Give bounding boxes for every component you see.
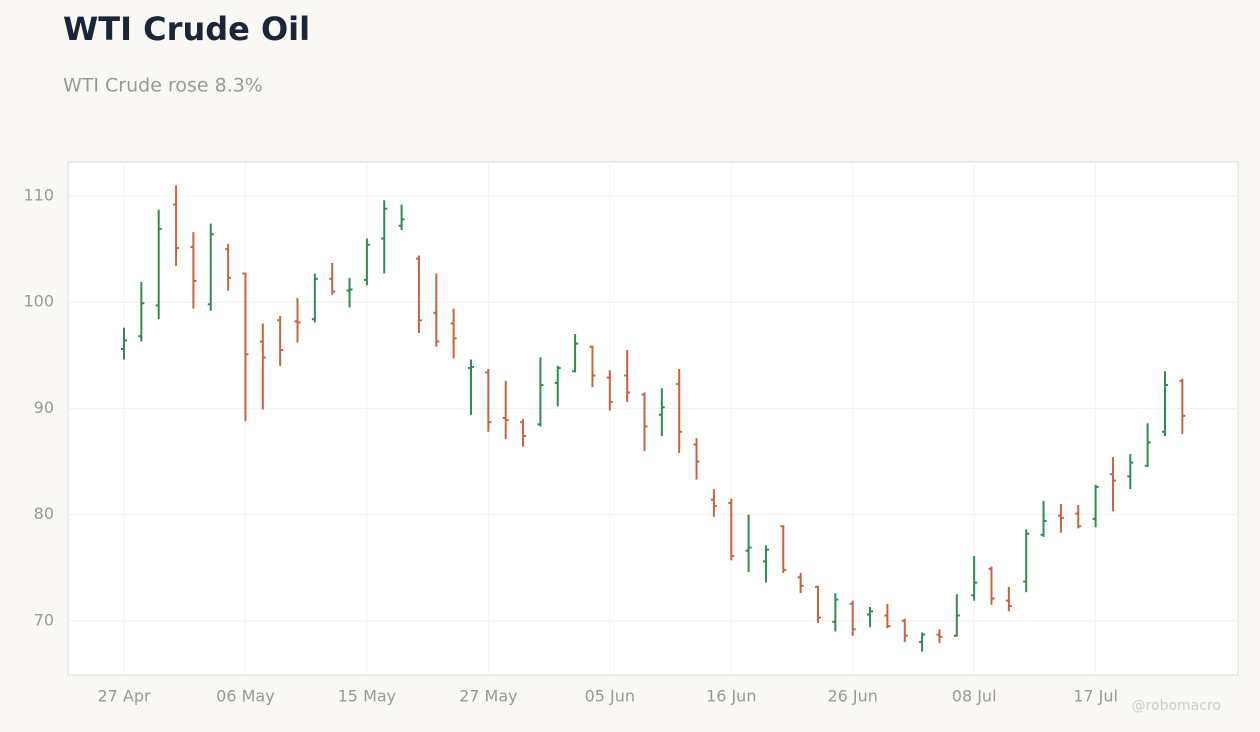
x-tick-label: 15 May: [338, 687, 397, 706]
plot-area: [67, 161, 1239, 676]
x-tick-label: 06 May: [216, 687, 275, 706]
watermark: @robomacro: [1132, 698, 1221, 714]
x-tick-label: 27 Apr: [97, 687, 151, 706]
y-tick-label: 110: [23, 185, 54, 204]
chart-title: WTI Crude Oil: [63, 10, 310, 48]
x-tick-label: 08 Jul: [952, 687, 997, 706]
x-tick-label: 17 Jul: [1073, 687, 1118, 706]
y-tick-label: 70: [34, 610, 54, 629]
x-tick-label: 26 Jun: [827, 687, 877, 706]
x-tick-label: 27 May: [459, 687, 518, 706]
y-tick-label: 80: [34, 504, 54, 523]
y-tick-label: 100: [23, 292, 54, 311]
x-tick-label: 05 Jun: [585, 687, 635, 706]
x-tick-label: 16 Jun: [706, 687, 756, 706]
y-tick-label: 90: [34, 398, 54, 417]
chart-subtitle: WTI Crude rose 8.3%: [63, 75, 263, 97]
